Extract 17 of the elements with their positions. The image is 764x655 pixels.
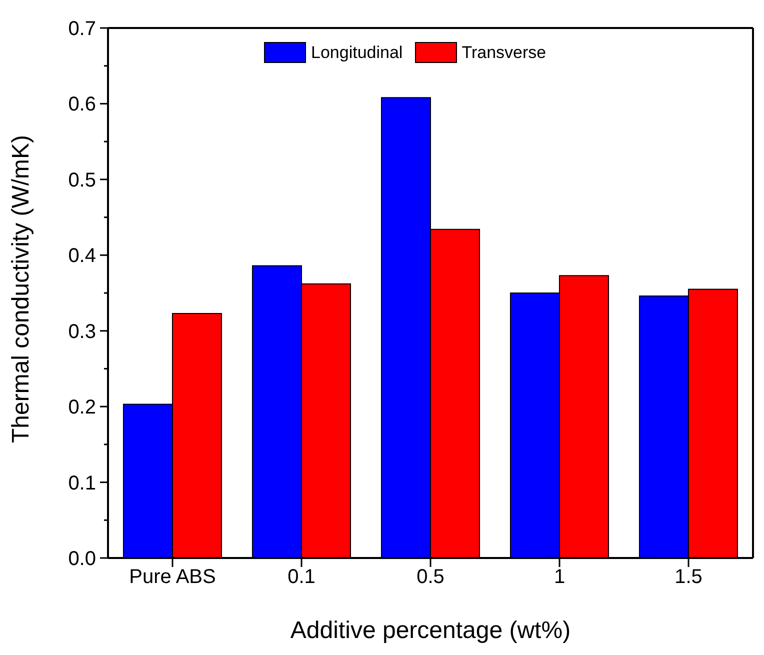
x-tick-label: Pure ABS: [129, 566, 216, 588]
y-tick-label: 0.6: [68, 94, 96, 116]
x-tick-label: 1: [554, 566, 566, 588]
legend-label: Longitudinal: [311, 42, 403, 62]
y-tick-label: 0.3: [68, 320, 96, 343]
x-axis-title: Additive percentage (wt%): [290, 617, 571, 644]
y-axis-title: Thermal conductivity (W/mK): [8, 134, 35, 443]
y-tick-label: 0.5: [68, 169, 96, 192]
y-tick-label: 0.1: [68, 472, 96, 494]
y-tick-label: 0.2: [68, 396, 96, 419]
x-tick-label: 0.1: [288, 566, 316, 588]
x-tick-label: 0.5: [416, 566, 444, 588]
x-tick-label: 1.5: [674, 566, 702, 588]
y-tick-label: 0.0: [68, 548, 96, 570]
y-tick-label: 0.7: [68, 18, 96, 40]
legend-label: Transverse: [462, 42, 546, 62]
y-tick-label: 0.4: [68, 245, 96, 268]
